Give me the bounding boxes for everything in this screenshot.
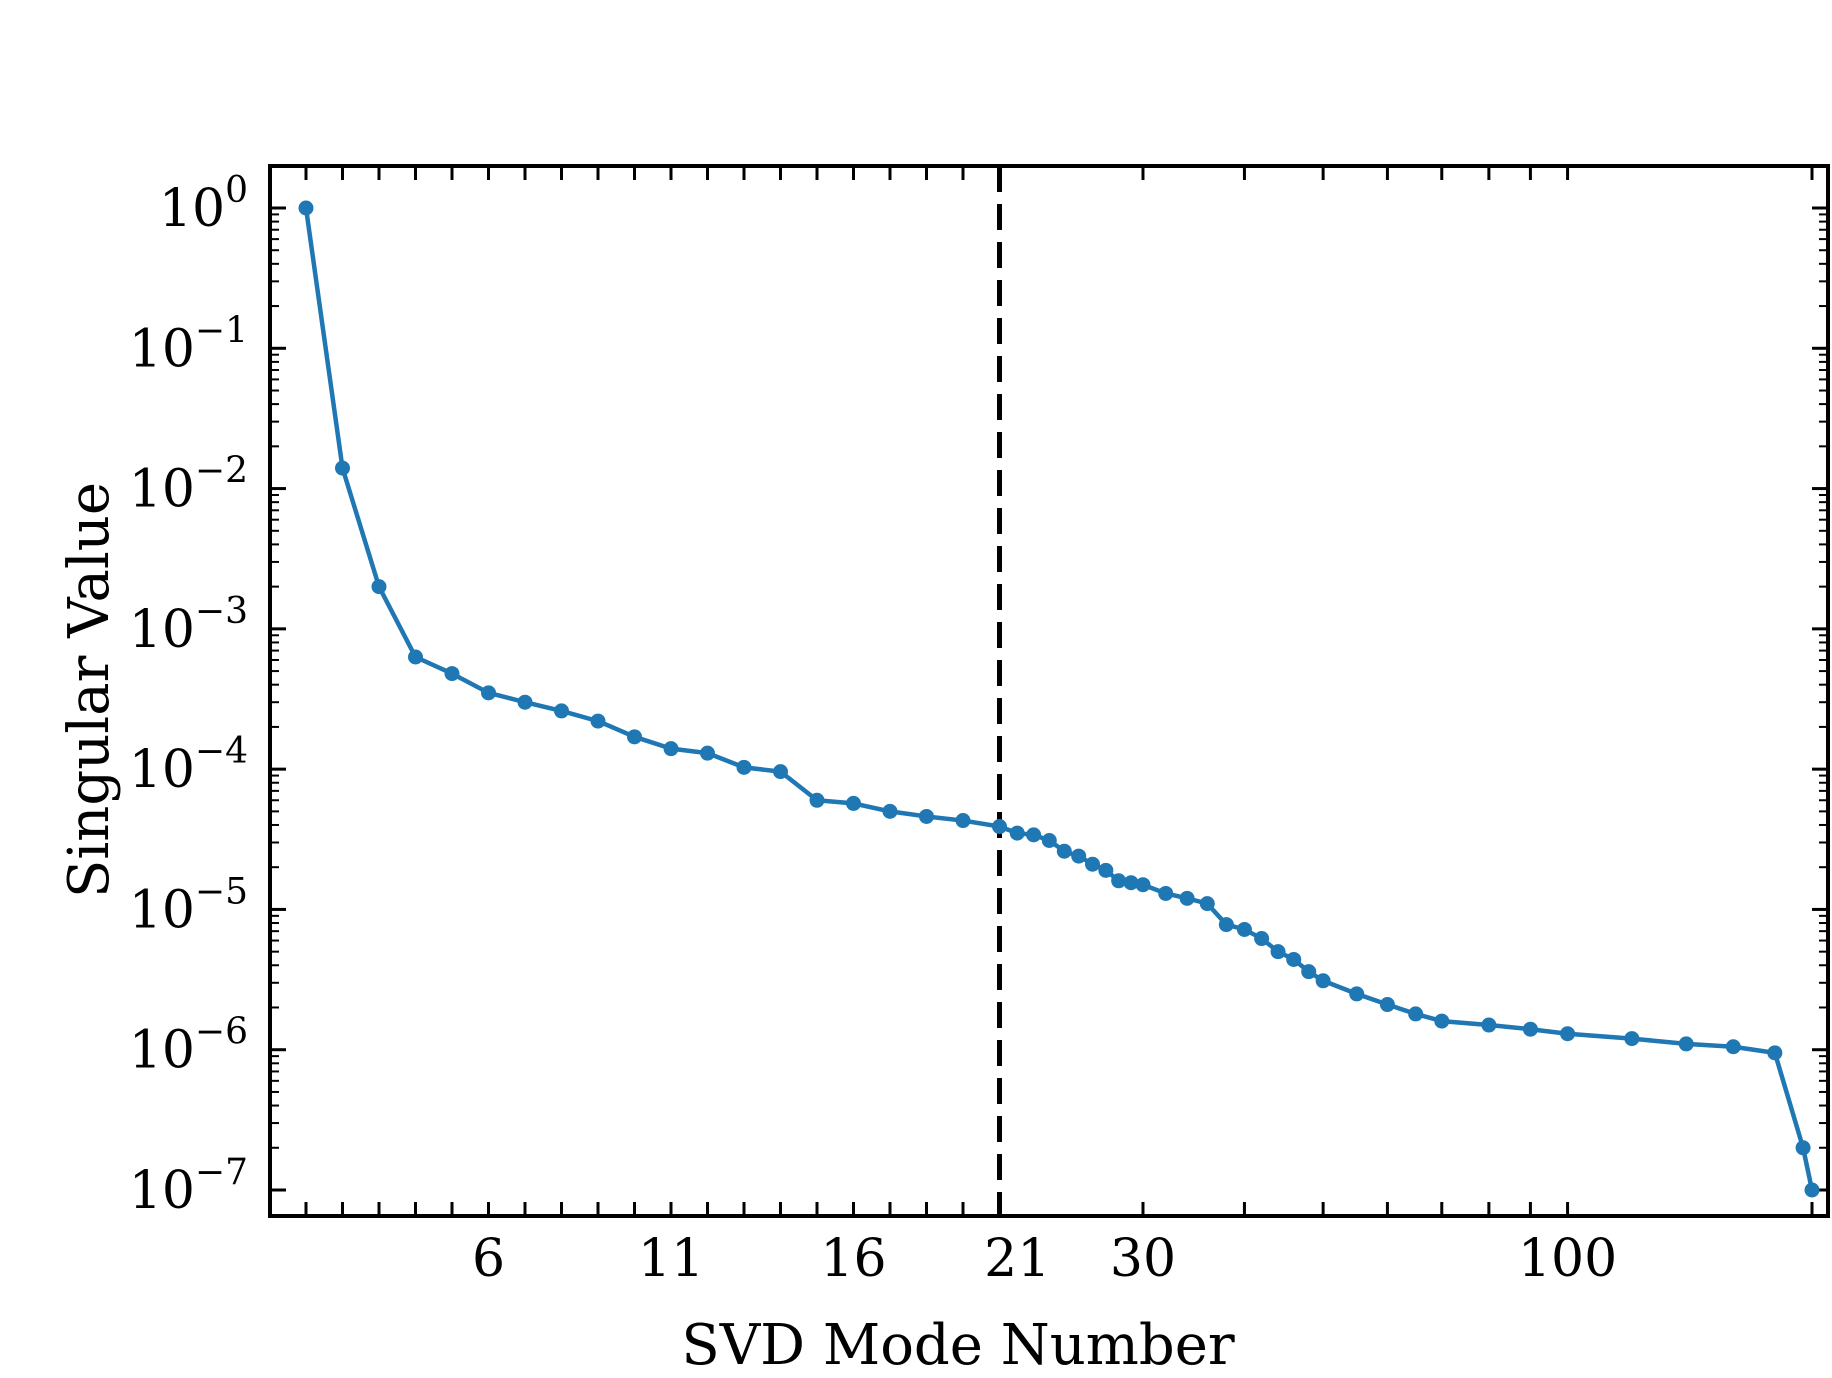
x-axis-title: SVD Mode Number [681,1313,1235,1378]
x-tick-label: 30 [1110,1229,1176,1289]
data-point [1270,944,1286,960]
data-point [1085,856,1101,872]
y-tick-exponent: −4 [195,731,248,772]
data-point [1218,917,1234,933]
y-tick-base: 10 [129,600,195,660]
data-point [371,579,387,595]
x-tick-label: 100 [1518,1229,1617,1289]
data-point [335,460,350,476]
data-point [1254,931,1270,947]
data-point [736,759,752,775]
data-point [1056,843,1072,859]
y-tick-exponent: 0 [225,170,248,211]
data-point [1286,951,1302,967]
data-point [1408,1006,1424,1022]
y-tick-exponent: −2 [195,451,248,492]
data-point [1041,832,1057,848]
data-point [773,764,788,780]
y-tick-exponent: −6 [195,1012,248,1053]
data-point [1379,997,1395,1013]
data-point [1624,1031,1640,1047]
data-point [1071,848,1087,864]
data-point [663,741,679,757]
y-tick-label: 10−7 [129,1152,248,1221]
data-point [1098,862,1114,878]
y-tick-base: 10 [129,740,195,800]
y-tick-base: 10 [129,880,195,940]
y-tick-label: 10−3 [129,591,248,660]
data-point [919,808,934,824]
data-point [481,685,496,701]
data-point [846,795,861,811]
data-point [1795,1140,1811,1156]
data-point [1009,825,1025,841]
data-point [444,666,460,682]
data-point [955,813,971,829]
data-point [517,694,533,710]
y-tick-exponent: −5 [195,871,248,912]
data-point [1804,1182,1820,1198]
data-point [298,200,314,216]
x-tick-label: 16 [820,1229,886,1289]
data-point [1315,973,1331,989]
data-point [1135,877,1151,893]
y-tick-base: 10 [129,460,195,520]
data-point [1179,890,1195,906]
data-point [1111,873,1127,889]
data-point [1678,1036,1694,1052]
data-point [627,729,642,745]
y-tick-label: 10−6 [129,1012,248,1081]
data-point [700,745,715,761]
data-point [1301,964,1317,980]
data-point [882,803,898,819]
series-line [303,207,1815,1191]
data-point [1123,875,1139,891]
y-tick-label: 100 [159,170,248,239]
y-axis-title: Singular Value [57,482,122,898]
y-tick-label: 10−5 [129,871,248,940]
series-line-group [303,207,1815,1191]
y-tick-base: 10 [159,179,225,239]
y-tick-exponent: −3 [195,591,248,632]
x-tick-labels: 6 11 16 21 30 100 [472,1229,1617,1289]
data-point [809,792,825,808]
data-point [1434,1013,1450,1029]
data-point [1236,921,1252,937]
data-point [408,649,423,665]
y-tick-base: 10 [129,1021,195,1081]
data-point [1725,1039,1741,1055]
series-points-group [298,200,1820,1198]
data-point [1481,1017,1497,1033]
y-tick-base: 10 [129,1161,195,1221]
y-tick-label: 10−4 [129,731,248,800]
data-point [1522,1021,1538,1037]
data-point [590,713,606,729]
x-tick-label: 11 [638,1229,704,1289]
data-point [1349,986,1365,1002]
data-point [554,703,569,719]
y-tick-base: 10 [129,319,195,379]
y-tick-label: 10−1 [129,310,248,379]
data-point [1026,827,1042,843]
data-point [1199,896,1215,912]
y-tick-label: 10−2 [129,451,248,520]
x-tick-label: 21 [984,1229,1050,1289]
data-point [992,819,1007,835]
y-tick-exponent: −1 [195,310,248,351]
axis-ticks [270,166,1828,1216]
data-point [1767,1045,1783,1061]
x-tick-label: 6 [472,1229,505,1289]
data-point [1560,1026,1576,1042]
y-tick-exponent: −7 [195,1152,248,1193]
data-point [1158,885,1174,901]
plot-frame [268,164,1830,1218]
